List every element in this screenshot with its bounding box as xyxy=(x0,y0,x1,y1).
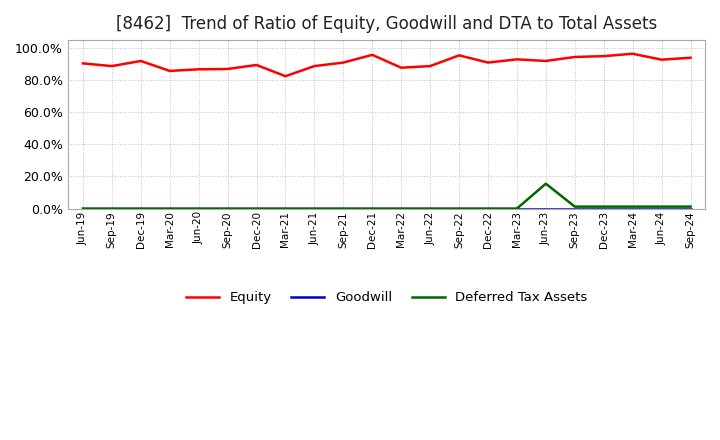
Deferred Tax Assets xyxy=(194,206,203,211)
Goodwill xyxy=(629,206,637,211)
Goodwill xyxy=(252,206,261,211)
Equity xyxy=(657,57,666,62)
Equity xyxy=(223,66,232,72)
Equity xyxy=(137,59,145,64)
Equity xyxy=(310,63,319,69)
Goodwill xyxy=(194,206,203,211)
Goodwill xyxy=(78,206,87,211)
Goodwill xyxy=(339,206,348,211)
Goodwill xyxy=(223,206,232,211)
Deferred Tax Assets xyxy=(137,206,145,211)
Deferred Tax Assets xyxy=(513,206,521,211)
Line: Deferred Tax Assets: Deferred Tax Assets xyxy=(83,183,690,209)
Equity xyxy=(484,60,492,65)
Deferred Tax Assets xyxy=(484,206,492,211)
Equity xyxy=(541,59,550,64)
Equity xyxy=(426,63,434,69)
Goodwill xyxy=(600,206,608,211)
Deferred Tax Assets xyxy=(570,204,579,209)
Goodwill xyxy=(107,206,116,211)
Goodwill xyxy=(484,206,492,211)
Deferred Tax Assets xyxy=(397,206,405,211)
Goodwill xyxy=(541,206,550,211)
Equity xyxy=(281,73,289,79)
Equity xyxy=(166,68,174,73)
Goodwill xyxy=(166,206,174,211)
Deferred Tax Assets xyxy=(339,206,348,211)
Line: Equity: Equity xyxy=(83,54,690,76)
Equity xyxy=(629,51,637,56)
Deferred Tax Assets xyxy=(166,206,174,211)
Goodwill xyxy=(281,206,289,211)
Deferred Tax Assets xyxy=(541,181,550,186)
Deferred Tax Assets xyxy=(657,204,666,209)
Deferred Tax Assets xyxy=(455,206,464,211)
Goodwill xyxy=(657,206,666,211)
Deferred Tax Assets xyxy=(281,206,289,211)
Equity xyxy=(252,62,261,68)
Equity xyxy=(194,67,203,72)
Deferred Tax Assets xyxy=(426,206,434,211)
Goodwill xyxy=(368,206,377,211)
Goodwill xyxy=(310,206,319,211)
Legend: Equity, Goodwill, Deferred Tax Assets: Equity, Goodwill, Deferred Tax Assets xyxy=(181,286,593,309)
Goodwill xyxy=(137,206,145,211)
Title: [8462]  Trend of Ratio of Equity, Goodwill and DTA to Total Assets: [8462] Trend of Ratio of Equity, Goodwil… xyxy=(116,15,657,33)
Goodwill xyxy=(455,206,464,211)
Equity xyxy=(397,65,405,70)
Deferred Tax Assets xyxy=(223,206,232,211)
Deferred Tax Assets xyxy=(310,206,319,211)
Deferred Tax Assets xyxy=(629,204,637,209)
Equity xyxy=(570,54,579,59)
Goodwill xyxy=(397,206,405,211)
Deferred Tax Assets xyxy=(78,206,87,211)
Equity xyxy=(107,63,116,69)
Equity xyxy=(686,55,695,60)
Goodwill xyxy=(570,206,579,211)
Equity xyxy=(368,52,377,58)
Deferred Tax Assets xyxy=(368,206,377,211)
Goodwill xyxy=(513,206,521,211)
Deferred Tax Assets xyxy=(252,206,261,211)
Equity xyxy=(513,57,521,62)
Equity xyxy=(339,60,348,65)
Deferred Tax Assets xyxy=(600,204,608,209)
Equity xyxy=(78,61,87,66)
Deferred Tax Assets xyxy=(107,206,116,211)
Equity xyxy=(600,54,608,59)
Goodwill xyxy=(426,206,434,211)
Deferred Tax Assets xyxy=(686,204,695,209)
Equity xyxy=(455,53,464,58)
Goodwill xyxy=(686,206,695,211)
